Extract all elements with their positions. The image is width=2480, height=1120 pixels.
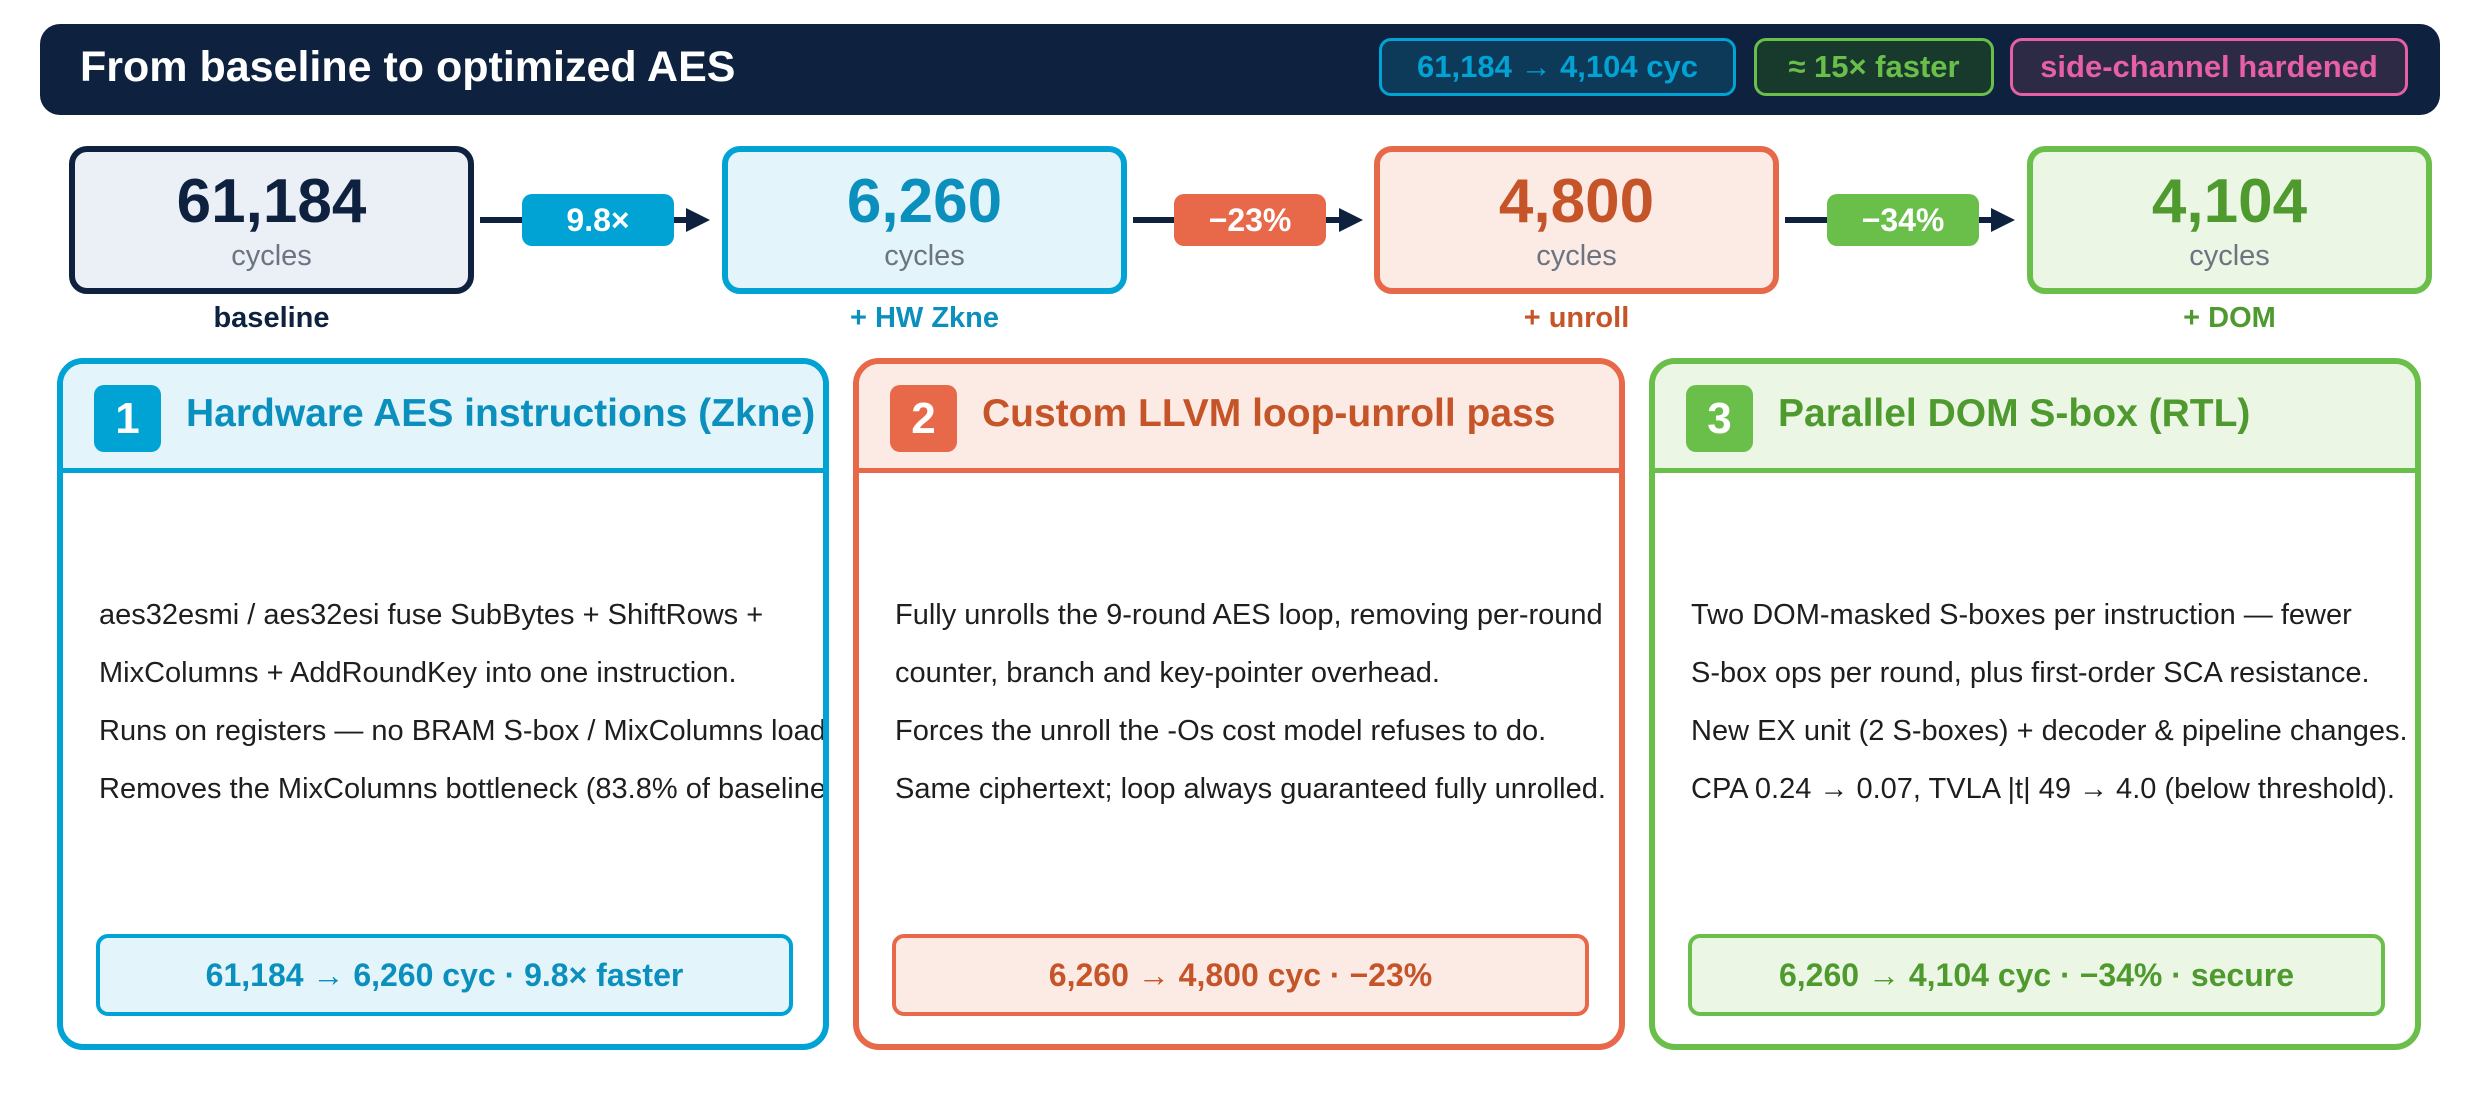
stage-baseline-box: 61,184 cycles [69, 146, 474, 294]
arrowhead-1 [686, 208, 710, 232]
step-number-badge: 2 [890, 385, 957, 452]
card-body-line: Same ciphertext; loop always guaranteed … [895, 773, 1606, 805]
stage-unroll-box: 4,800 cycles [1374, 146, 1779, 294]
stage-label-unroll: + unroll [1523, 302, 1630, 334]
card-title: Custom LLVM loop-unroll pass [982, 392, 1556, 435]
stage-unit: cycles [2189, 240, 2270, 272]
card-body-line: Two DOM-masked S-boxes per instruction —… [1691, 599, 2352, 631]
card-header: 2 Custom LLVM loop-unroll pass [859, 364, 1619, 473]
card-body-line: Fully unrolls the 9-round AES loop, remo… [895, 599, 1603, 631]
stage-unit: cycles [884, 240, 965, 272]
page-title: From baseline to optimized AES [80, 43, 736, 91]
summary-pill-speedup: ≈ 15× faster [1754, 38, 1994, 96]
card-body-line: New EX unit (2 S-boxes) + decoder & pipe… [1691, 715, 2408, 747]
summary-pill-security: side-channel hardened [2010, 38, 2408, 96]
card-header: 1 Hardware AES instructions (Zkne) [63, 364, 823, 473]
stage-label-dom: + DOM [2183, 302, 2276, 334]
card-body-line: counter, branch and key-pointer overhead… [895, 657, 1440, 689]
header-bar: From baseline to optimized AES 61,184 → … [40, 24, 2440, 115]
stage-dom-box: 4,104 cycles [2027, 146, 2432, 294]
stage-unit: cycles [231, 240, 312, 272]
transition-chip-3: −34% [1827, 194, 1979, 246]
card-result-box: 6,260 → 4,800 cyc · −23% [892, 934, 1589, 1016]
summary-pill-cycles: 61,184 → 4,104 cyc [1379, 38, 1736, 96]
stage-cycle-value: 4,104 [2151, 167, 2308, 236]
card-body: Two DOM-masked S-boxes per instruction —… [1691, 586, 2415, 818]
transition-chip-1: 9.8× [522, 194, 674, 246]
card-result-box: 61,184 → 6,260 cyc · 9.8× faster [96, 934, 793, 1016]
card-result-box: 6,260 → 4,104 cyc · −34% · secure [1688, 934, 2385, 1016]
step-number-badge: 1 [94, 385, 161, 452]
stage-zkne-box: 6,260 cycles [722, 146, 1127, 294]
card-dom-sbox: 3 Parallel DOM S-box (RTL) Two DOM-maske… [1649, 358, 2421, 1050]
card-body-line: S-box ops per round, plus first-order SC… [1691, 657, 2370, 689]
step-number-badge: 3 [1686, 385, 1753, 452]
arrowhead-2 [1339, 208, 1363, 232]
card-body-line: aes32esmi / aes32esi fuse SubBytes + Shi… [99, 599, 764, 631]
stage-label-zkne: + HW Zkne [849, 302, 1000, 334]
card-title: Parallel DOM S-box (RTL) [1778, 392, 2251, 435]
card-llvm-unroll: 2 Custom LLVM loop-unroll pass Fully unr… [853, 358, 1625, 1050]
card-hardware-aes: 1 Hardware AES instructions (Zkne) aes32… [57, 358, 829, 1050]
card-body-line: Removes the MixColumns bottleneck (83.8%… [99, 773, 829, 805]
stage-unit: cycles [1536, 240, 1617, 272]
transition-chip-2: −23% [1174, 194, 1326, 246]
card-title: Hardware AES instructions (Zkne) [186, 392, 816, 435]
card-body-line: MixColumns + AddRoundKey into one instru… [99, 657, 737, 689]
card-body-line: CPA 0.24 → 0.07, TVLA |t| 49 → 4.0 (belo… [1691, 773, 2395, 805]
stage-label-baseline: baseline [213, 302, 330, 334]
arrowhead-3 [1991, 208, 2015, 232]
card-header: 3 Parallel DOM S-box (RTL) [1655, 364, 2415, 473]
stage-cycle-value: 6,260 [846, 167, 1003, 236]
card-body: aes32esmi / aes32esi fuse SubBytes + Shi… [99, 586, 829, 818]
stage-cycle-value: 61,184 [176, 167, 367, 236]
card-body-line: Runs on registers — no BRAM S-box / MixC… [99, 715, 829, 747]
card-body: Fully unrolls the 9-round AES loop, remo… [895, 586, 1619, 818]
stage-cycle-value: 4,800 [1498, 167, 1655, 236]
card-body-line: Forces the unroll the -Os cost model ref… [895, 715, 1547, 747]
